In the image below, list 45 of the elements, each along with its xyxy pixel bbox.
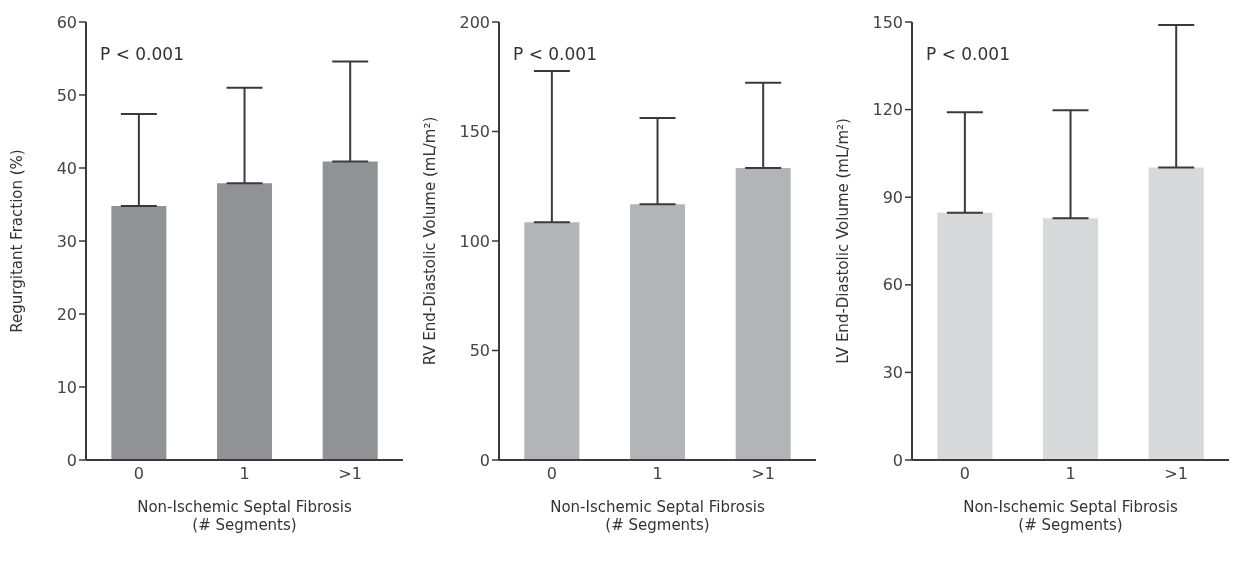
y-tick-label: 150 xyxy=(459,122,490,142)
x-axis-title: Non-Ischemic Septal Fibrosis (# Segments) xyxy=(549,498,766,534)
x-tick-label: >1 xyxy=(338,464,362,484)
y-tick-label: 20 xyxy=(56,304,77,324)
x-axis-title: Non-Ischemic Septal Fibrosis (# Segments) xyxy=(136,498,353,534)
annotation: P < 0.001 xyxy=(926,44,1010,64)
bar xyxy=(322,161,378,460)
y-tick-label: 30 xyxy=(882,363,903,383)
x-tick-label: 0 xyxy=(133,464,144,484)
x-tick-label: 0 xyxy=(959,464,970,484)
y-tick-label: 150 xyxy=(872,12,903,32)
bar xyxy=(937,212,993,460)
y-tick-label: 0 xyxy=(66,450,77,470)
y-tick-label: 50 xyxy=(469,341,490,361)
x-tick-label: 1 xyxy=(652,464,663,484)
y-axis-title: RV End-Diastolic Volume (mL/m²) xyxy=(421,116,440,366)
x-tick-label: >1 xyxy=(1164,464,1188,484)
y-tick-label: 30 xyxy=(56,231,77,251)
annotation: P < 0.001 xyxy=(100,44,184,64)
y-tick-label: 90 xyxy=(882,187,903,207)
bar xyxy=(524,222,580,460)
x-tick-label: >1 xyxy=(751,464,775,484)
y-tick-label: 200 xyxy=(459,12,490,32)
bar xyxy=(111,205,167,460)
y-axis-title: LV End-Diastolic Volume (mL/m²) xyxy=(834,118,853,364)
y-tick-label: 60 xyxy=(56,12,77,32)
y-tick-label: 10 xyxy=(56,377,77,397)
y-tick-label: 60 xyxy=(882,275,903,295)
y-tick-label: 40 xyxy=(56,158,77,178)
y-axis-title: Regurgitant Fraction (%) xyxy=(8,149,27,333)
y-tick-label: 100 xyxy=(459,231,490,251)
y-tick-label: 120 xyxy=(872,100,903,120)
bar xyxy=(630,204,686,460)
bar xyxy=(735,168,791,460)
x-tick-label: 0 xyxy=(546,464,557,484)
x-axis-title: Non-Ischemic Septal Fibrosis (# Segments) xyxy=(962,498,1179,534)
x-tick-label: 1 xyxy=(1065,464,1076,484)
y-tick-label: 0 xyxy=(479,450,490,470)
bar xyxy=(1148,167,1204,460)
y-tick-label: 0 xyxy=(892,450,903,470)
y-tick-label: 50 xyxy=(56,85,77,105)
bar xyxy=(1043,218,1099,460)
annotation: P < 0.001 xyxy=(513,44,597,64)
x-tick-label: 1 xyxy=(239,464,250,484)
bar xyxy=(217,183,273,460)
